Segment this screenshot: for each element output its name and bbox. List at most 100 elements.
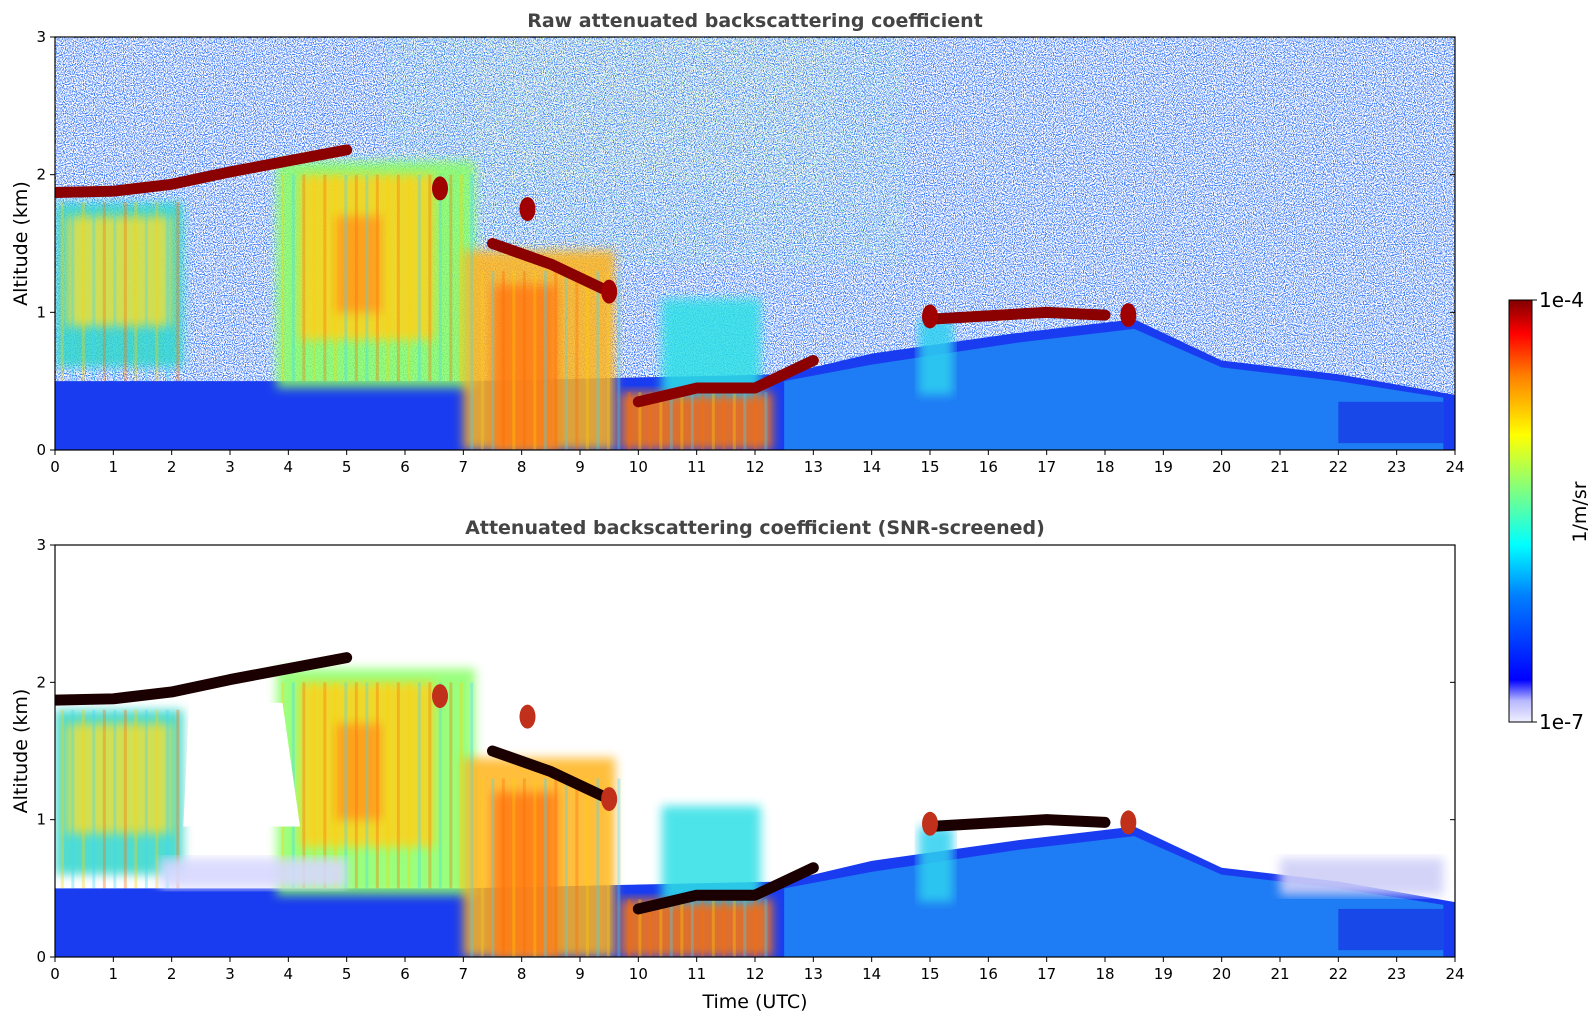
- top-x-tick-label: 5: [342, 458, 352, 476]
- top-virga-streak: [701, 392, 705, 450]
- bottom-cloud-spot: [432, 684, 448, 709]
- bottom-panel: Attenuated backscattering coefficient (S…: [10, 517, 1465, 1013]
- top-virga-streak: [144, 202, 148, 382]
- bottom-cloud-spot: [922, 811, 938, 836]
- top-virga-streak: [575, 271, 579, 450]
- bottom-x-tick-label: 1: [109, 965, 119, 983]
- top-x-tick-label: 9: [575, 458, 585, 476]
- top-virga-streak: [564, 271, 568, 450]
- top-virga-streak: [722, 392, 726, 450]
- top-virga-streak: [291, 174, 295, 382]
- top-virga-plume: [661, 298, 761, 395]
- top-virga-streak: [743, 392, 747, 450]
- bottom-virga-streak: [323, 682, 327, 889]
- top-virga-streak: [365, 174, 369, 382]
- bottom-y-tick-label: 2: [36, 673, 46, 691]
- bottom-virga-streak: [92, 709, 96, 889]
- top-y-tick-label: 2: [36, 166, 46, 184]
- top-virga-streak: [648, 392, 652, 450]
- top-x-tick-label: 17: [1037, 458, 1056, 476]
- top-virga-streak: [281, 174, 285, 382]
- bottom-virga-streak: [71, 709, 75, 889]
- bottom-cloud-layer-segment: [55, 652, 353, 706]
- top-noise-yellow: [475, 37, 835, 182]
- top-virga-streak: [638, 392, 642, 450]
- bottom-virga-streak: [680, 899, 684, 957]
- bottom-virga-streak: [375, 682, 379, 889]
- top-virga-streak: [60, 202, 64, 382]
- top-x-tick-label: 21: [1270, 458, 1289, 476]
- bottom-virga-streak: [344, 682, 348, 889]
- bottom-virga-streak: [512, 778, 516, 957]
- top-x-tick-label: 24: [1445, 458, 1464, 476]
- top-x-tick-label: 19: [1154, 458, 1173, 476]
- top-cloud-layer-segment: [55, 144, 353, 199]
- top-late-blue: [1338, 401, 1444, 444]
- top-x-tick-label: 18: [1095, 458, 1114, 476]
- top-virga-streak: [627, 392, 631, 450]
- top-virga-streak: [92, 202, 96, 382]
- bottom-x-axis-label: Time (UTC): [701, 991, 807, 1013]
- top-virga-plume: [335, 215, 382, 313]
- bottom-x-tick-label: 14: [862, 965, 881, 983]
- top-virga-streak: [732, 392, 736, 450]
- bottom-cloud-layer-segment: [632, 862, 819, 915]
- bottom-virga-streak: [585, 778, 589, 957]
- top-virga-streak: [522, 271, 526, 450]
- top-virga-plume: [66, 215, 172, 327]
- bottom-virga-streak: [543, 778, 547, 957]
- bottom-virga-streak: [638, 899, 642, 957]
- bottom-virga-plume: [335, 723, 382, 820]
- bottom-cloud-spot: [1120, 810, 1137, 835]
- bottom-virga-streak: [449, 682, 453, 889]
- top-heatmap-field: [55, 37, 1455, 450]
- bottom-screened-gap: [183, 702, 300, 827]
- top-virga-streak: [449, 174, 453, 382]
- top-virga-streak: [617, 271, 621, 450]
- top-virga-streak: [102, 202, 106, 382]
- bottom-y-tick-label: 3: [36, 536, 46, 554]
- top-x-tick-label: 0: [50, 458, 60, 476]
- bottom-virga-streak: [648, 899, 652, 957]
- top-virga-streak: [659, 392, 663, 450]
- bottom-virga-streak: [102, 709, 106, 889]
- bottom-x-tick-label: 10: [629, 965, 648, 983]
- top-virga-streak: [690, 392, 694, 450]
- bottom-virga-streak: [81, 709, 85, 889]
- bottom-virga-streak: [690, 899, 694, 957]
- bottom-virga-streak: [354, 682, 358, 889]
- top-chart-title: Raw attenuated backscattering coefficien…: [527, 10, 983, 32]
- top-virga-streak: [480, 271, 484, 450]
- colorbar-max-label: 1e-4: [1539, 288, 1584, 312]
- top-x-tick-label: 6: [400, 458, 410, 476]
- top-virga-streak: [312, 174, 316, 382]
- top-virga-streak: [764, 392, 768, 450]
- top-virga-streak: [711, 392, 715, 450]
- bottom-virga-streak: [113, 709, 117, 889]
- top-x-tick-label: 12: [745, 458, 764, 476]
- top-y-tick-label: 3: [36, 28, 46, 46]
- bottom-virga-streak: [165, 709, 169, 889]
- bottom-virga-streak: [312, 682, 316, 889]
- top-virga-streak: [669, 392, 673, 450]
- bottom-virga-streak: [438, 682, 442, 889]
- top-virga-streak: [375, 174, 379, 382]
- top-cloud-layer-segment: [487, 238, 615, 298]
- bottom-virga-streak: [386, 682, 390, 889]
- top-x-tick-label: 7: [459, 458, 469, 476]
- top-virga-streak: [543, 271, 547, 450]
- top-x-tick-label: 14: [862, 458, 881, 476]
- bottom-virga-streak: [669, 899, 673, 957]
- bottom-cloud-spot: [601, 787, 618, 812]
- bottom-virga-streak: [533, 778, 537, 957]
- top-cloud-spot: [432, 176, 448, 201]
- bottom-x-tick-label: 4: [284, 965, 294, 983]
- bottom-virga-streak: [480, 778, 484, 957]
- top-y-axis-label: Altitude (km): [10, 181, 32, 306]
- top-virga-streak: [438, 174, 442, 382]
- bottom-virga-streak: [302, 682, 306, 889]
- top-x-tick-label: 8: [517, 458, 527, 476]
- bottom-virga-streak: [333, 682, 337, 889]
- top-virga-streak: [533, 271, 537, 450]
